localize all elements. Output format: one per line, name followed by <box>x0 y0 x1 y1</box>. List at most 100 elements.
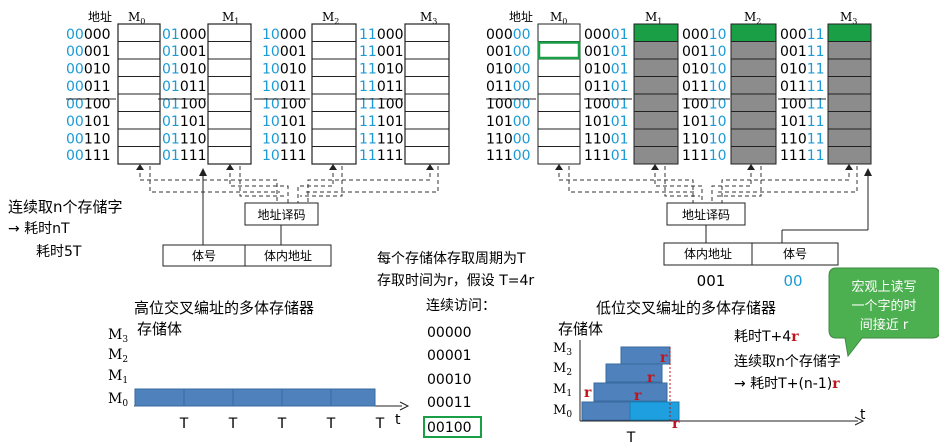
tick-T: T <box>375 416 385 432</box>
address-label: 01111 <box>162 148 207 164</box>
memory-cell <box>827 41 872 60</box>
addr-header: 地址 <box>88 10 112 24</box>
address-label: 01110 <box>682 79 727 95</box>
memory-cell <box>537 58 581 77</box>
module-m3: M3 <box>827 10 872 165</box>
row-label-m2: M2 <box>108 347 128 365</box>
address-label: 00010 <box>682 27 727 43</box>
address-label: 00011 <box>66 79 111 95</box>
memory-cell <box>730 128 777 147</box>
memory-cell <box>827 146 872 165</box>
memory-cell <box>827 93 872 112</box>
cost-text: 耗时T+4r <box>734 329 799 345</box>
address-label: 00100 <box>486 44 531 60</box>
address-label: 01001 <box>584 62 629 78</box>
address-label: 00111 <box>780 44 825 60</box>
memory-cell <box>537 41 581 60</box>
memory-cell <box>827 128 872 147</box>
cycle-note-1: 每个存储体存取周期为T <box>377 251 526 267</box>
memory-cell <box>633 76 679 95</box>
sequence-item: 00001 <box>427 348 472 364</box>
address-label: 10010 <box>682 97 727 113</box>
address-decoder-label: 地址译码 <box>257 208 305 222</box>
memory-cell <box>633 146 679 165</box>
address-label: 11001 <box>584 132 629 148</box>
bank-select-arrow <box>864 168 872 176</box>
memory-cell <box>730 146 777 165</box>
timing-low-title: 低位交叉编址的多体存储器 <box>596 299 776 317</box>
address-label: 00100 <box>66 97 111 113</box>
timing-high-chart: 高位交叉编址的多体存储器 存储体 M3 M2 M1 M0 t T T T T T <box>108 299 410 432</box>
address-label: 00110 <box>682 44 727 60</box>
r-label: r <box>672 416 680 432</box>
field-in-bank-address: 体内地址 <box>684 247 732 261</box>
memory-cell <box>730 41 777 60</box>
field-bank-number: 体号 <box>783 247 807 261</box>
memory-cell <box>537 146 581 165</box>
cycle-note-2: 存取时间为r，假设 T=4r <box>377 273 534 289</box>
address-label: 11111 <box>359 148 404 164</box>
field-in-bank-address: 体内地址 <box>264 249 312 263</box>
address-label: 10000 <box>262 27 307 43</box>
address-label: 01011 <box>780 62 825 78</box>
address-label: 11000 <box>486 132 531 148</box>
high-interleave-diagram: 地址 M0 M1 M2 M3 <box>8 10 450 267</box>
address-label: 01010 <box>682 62 727 78</box>
staircase-bars <box>581 346 680 421</box>
time-axis-arrow <box>854 416 865 426</box>
address-label: 01010 <box>162 62 207 78</box>
memory-cell <box>730 93 777 112</box>
memory-cell <box>537 76 581 95</box>
address-label: 00010 <box>66 62 111 78</box>
module-m2: M2 <box>730 10 777 165</box>
address-label: 00000 <box>66 27 111 43</box>
memory-cell <box>633 128 679 147</box>
address-label: 10001 <box>262 44 307 60</box>
center-notes: 每个存储体存取周期为T 存取时间为r，假设 T=4r 连续访问： 00000 0… <box>377 251 534 438</box>
r-label: r <box>660 350 668 366</box>
timing-low-ylabel: 存储体 <box>558 320 603 338</box>
address-label: 00101 <box>66 114 111 130</box>
module-label: M2 <box>322 10 339 26</box>
address-label: 10101 <box>262 114 307 130</box>
address-label: 10100 <box>486 114 531 130</box>
arrowheads <box>136 164 434 170</box>
bar-m0-a <box>581 401 631 421</box>
continuous-read-text: 连续取n个存储字 <box>8 198 123 216</box>
r-label: r <box>634 388 642 404</box>
address-label: 11111 <box>780 148 825 164</box>
tick-labels: T T T T T <box>179 416 385 432</box>
row-label-m1: M1 <box>553 382 572 399</box>
row-label-m0: M0 <box>553 403 572 420</box>
access-bar <box>281 388 332 407</box>
time-cost-5T: 耗时5T <box>36 244 82 260</box>
module-cells <box>312 41 356 147</box>
row-labels: M3 M2 M1 M0 <box>553 341 572 420</box>
memory-cell <box>537 111 581 130</box>
tick-T: T <box>179 416 189 432</box>
arrowheads <box>555 164 853 170</box>
address-label: 10000 <box>486 97 531 113</box>
row-label-m1: M1 <box>108 368 128 386</box>
sequence-title: 连续访问： <box>426 297 496 314</box>
address-label: 00000 <box>486 27 531 43</box>
memory-cell <box>730 111 777 130</box>
address-label: 11110 <box>682 148 727 164</box>
module-label: M0 <box>550 10 567 26</box>
low-interleave-diagram: 地址 M0 M1 M2 M3 0000000100010000110010000101… <box>486 10 939 358</box>
memory-cell <box>633 93 679 112</box>
addr-header: 地址 <box>509 10 533 24</box>
module-m1: M1 <box>207 10 252 165</box>
address-label: 11011 <box>780 132 825 148</box>
sequence-highlight <box>423 416 482 438</box>
module-m2: M2 <box>311 10 357 165</box>
address-label: 10001 <box>584 97 629 113</box>
address-label: 01110 <box>162 132 207 148</box>
address-label: 10011 <box>262 79 307 95</box>
module-m0: M0 <box>537 10 581 165</box>
row-label-m3: M3 <box>553 341 572 358</box>
address-label: 00011 <box>780 27 825 43</box>
time-axis-label: t <box>395 412 401 428</box>
timing-high-ylabel: 存储体 <box>137 320 182 338</box>
